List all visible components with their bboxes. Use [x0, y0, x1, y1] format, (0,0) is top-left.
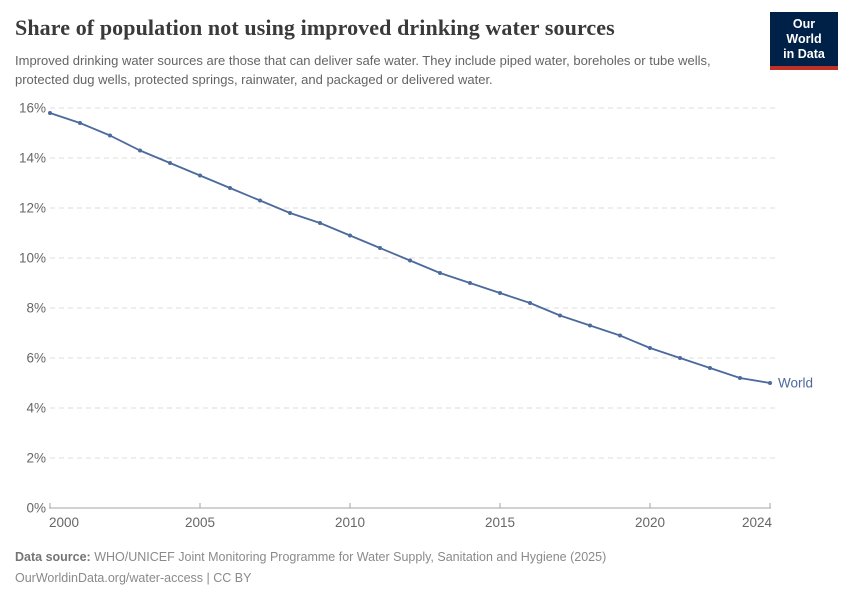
- x-tick-label: 2010: [335, 515, 365, 530]
- data-point: [468, 281, 472, 285]
- y-tick-label: 6%: [26, 351, 46, 366]
- data-point: [498, 291, 502, 295]
- x-tick-label: 2000: [49, 515, 79, 530]
- data-point: [318, 221, 322, 225]
- data-point: [588, 323, 592, 328]
- page-title: Share of population not using improved d…: [15, 15, 615, 40]
- x-tick-label: 2020: [635, 515, 665, 530]
- y-tick-label: 14%: [19, 151, 46, 166]
- license-line: OurWorldinData.org/water-access | CC BY: [15, 571, 252, 585]
- data-point: [558, 313, 562, 318]
- y-tick-label: 0%: [26, 501, 46, 516]
- y-tick-label: 4%: [26, 401, 46, 416]
- x-tick-label: 2015: [485, 515, 515, 530]
- y-tick-label: 10%: [19, 251, 46, 266]
- data-point: [738, 376, 742, 380]
- data-point: [648, 346, 652, 350]
- y-tick-label: 16%: [19, 101, 46, 116]
- data-source-text: WHO/UNICEF Joint Monitoring Programme fo…: [94, 550, 607, 564]
- data-point: [138, 148, 142, 153]
- data-point: [228, 186, 232, 190]
- world-line: [49, 112, 771, 384]
- data-point: [378, 246, 382, 250]
- data-source-line: Data source: WHO/UNICEF Joint Monitoring…: [15, 547, 606, 568]
- data-point: [768, 381, 772, 385]
- x-tick-label: 2005: [185, 515, 215, 530]
- data-point: [288, 211, 292, 215]
- data-point: [708, 366, 712, 370]
- logo-text-line1: Our World: [786, 17, 822, 46]
- y-tick-label: 12%: [19, 201, 46, 216]
- world-series-label: World: [778, 376, 813, 391]
- data-point: [168, 161, 172, 165]
- y-tick-label: 2%: [26, 451, 46, 466]
- data-point: [438, 271, 442, 275]
- data-point: [78, 121, 82, 125]
- data-source-label: Data source:: [15, 550, 91, 564]
- data-point: [48, 111, 52, 115]
- data-point: [198, 173, 202, 178]
- data-point: [528, 301, 532, 305]
- y-tick-label: 8%: [26, 301, 46, 316]
- data-point: [258, 198, 262, 203]
- data-point: [108, 133, 112, 138]
- data-point: [678, 356, 682, 360]
- owid-logo: Our World in Data: [770, 12, 838, 70]
- chart-footer: Data source: WHO/UNICEF Joint Monitoring…: [15, 547, 606, 589]
- data-point: [618, 333, 622, 338]
- data-point: [348, 233, 352, 238]
- chart-subtitle: Improved drinking water sources are thos…: [15, 53, 711, 87]
- data-point: [408, 258, 412, 263]
- x-tick-label: 2024: [742, 515, 773, 530]
- logo-text-line2: in Data: [783, 47, 825, 61]
